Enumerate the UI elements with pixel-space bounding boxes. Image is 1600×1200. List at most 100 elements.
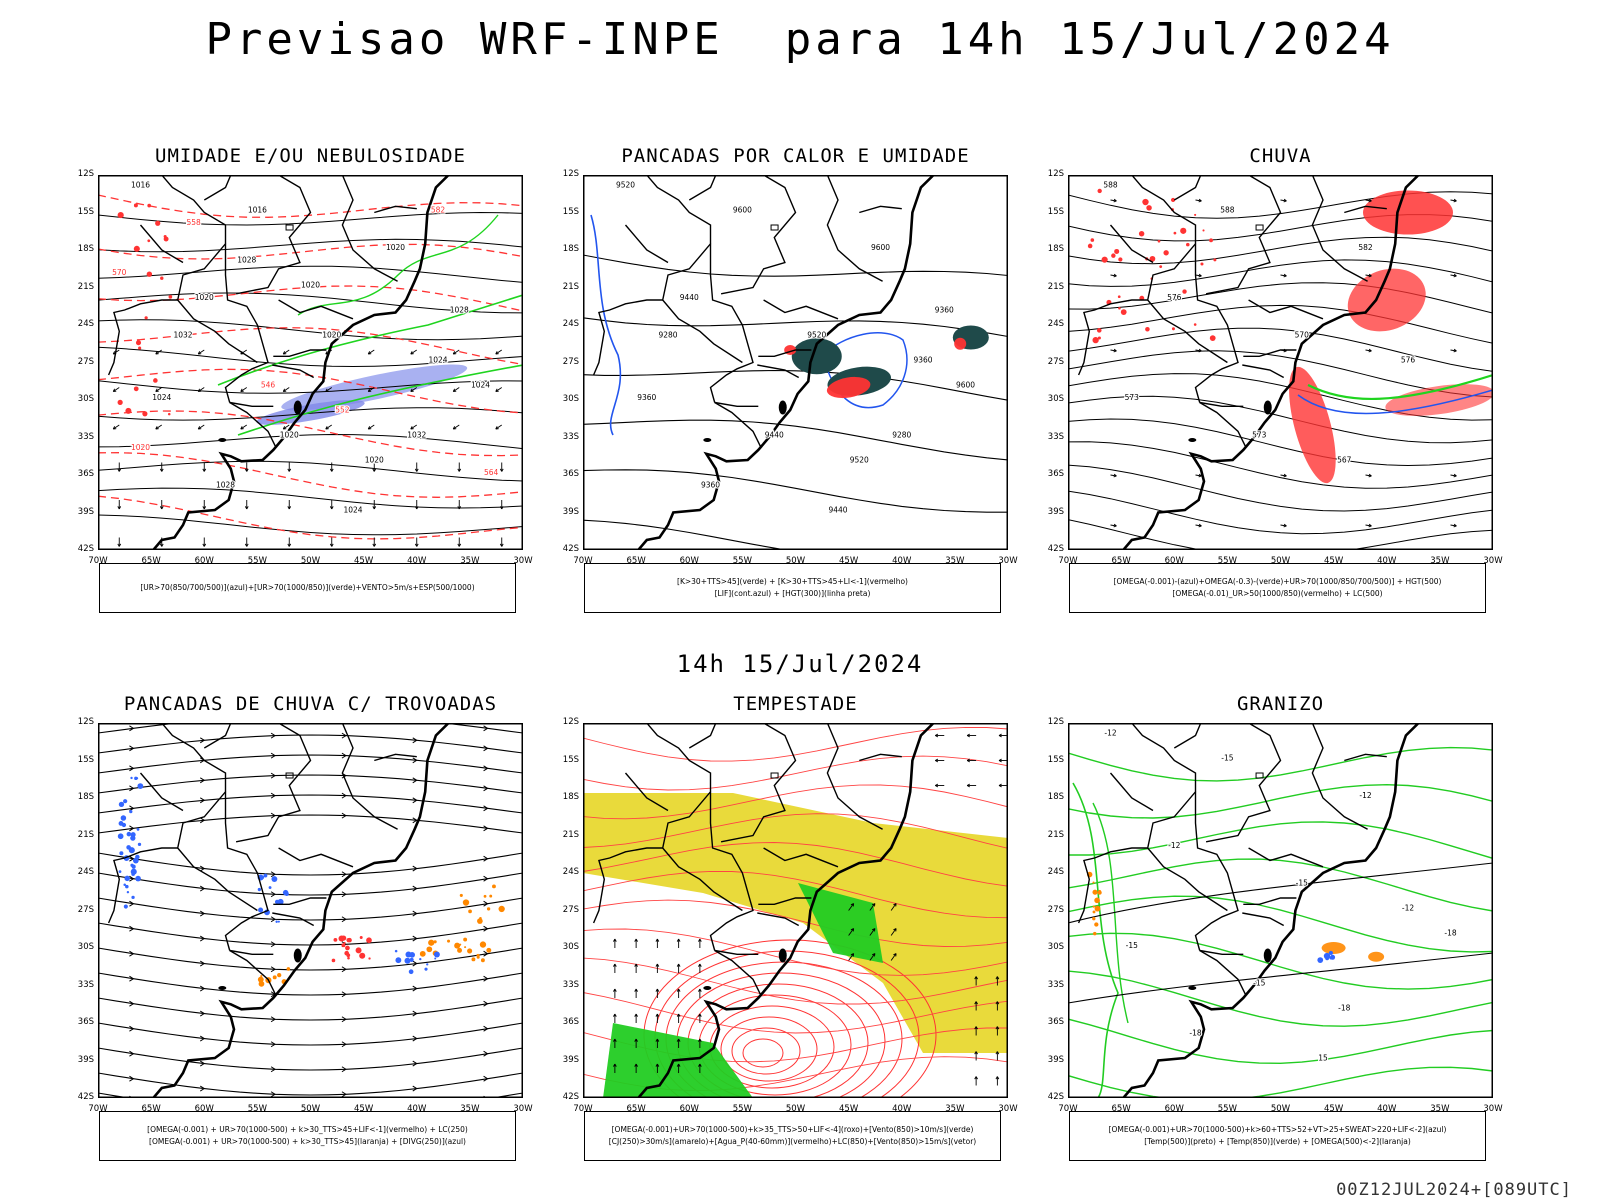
wind-vector bbox=[410, 349, 417, 355]
wind-vector bbox=[325, 388, 329, 392]
lat-tick-label: 21S bbox=[562, 829, 579, 840]
wind-vector bbox=[240, 388, 244, 392]
streamline-arrow bbox=[412, 737, 418, 744]
rain-red-speck bbox=[1118, 306, 1121, 310]
lat-tick-label: 24S bbox=[562, 867, 579, 877]
wind-vector bbox=[414, 468, 419, 472]
streamline-arrow bbox=[270, 1091, 277, 1098]
wind-vector bbox=[329, 506, 334, 510]
streamline-arrow bbox=[129, 900, 135, 907]
border-line bbox=[1243, 897, 1297, 906]
lc850-circle-contour bbox=[742, 1038, 784, 1068]
contour-label: -12 bbox=[1168, 841, 1180, 850]
lon-tick-label: 45W bbox=[354, 556, 374, 566]
border-line bbox=[720, 723, 797, 843]
divg-blue-speck bbox=[433, 951, 440, 958]
lake-mark bbox=[703, 438, 712, 442]
wind-vector bbox=[202, 506, 207, 510]
streamline-arrow bbox=[129, 725, 135, 732]
border-line bbox=[1109, 224, 1154, 264]
contour-label: -18 bbox=[1338, 1004, 1350, 1013]
temp500-contour bbox=[1068, 862, 1493, 924]
hgt500-contour bbox=[1068, 236, 1493, 265]
lat-tick-label: 42S bbox=[77, 1092, 94, 1102]
map-canvas bbox=[583, 723, 1008, 1098]
wind-vector bbox=[1283, 273, 1287, 278]
lat-tick-label: 21S bbox=[562, 281, 579, 292]
lat-tick-label: 21S bbox=[1047, 281, 1064, 292]
lc850-contour bbox=[583, 813, 1008, 849]
rain-red-speck bbox=[1186, 242, 1190, 247]
contour-label: 582 bbox=[1358, 243, 1373, 252]
wind-vector bbox=[1113, 348, 1117, 353]
border-line bbox=[1077, 175, 1197, 376]
divg-blue-speck bbox=[277, 920, 280, 923]
lat-tick-label: 18S bbox=[1047, 244, 1064, 254]
panel-legend: [UR>70(850/700/500)](azul)+[UR>70(1000/8… bbox=[99, 563, 516, 613]
wind-vector bbox=[495, 426, 499, 430]
wind-vector bbox=[282, 426, 287, 430]
storm-orange-speck bbox=[277, 972, 282, 978]
temp850-contour bbox=[1068, 821, 1493, 860]
storm-red-speck bbox=[333, 937, 338, 942]
border-line bbox=[1109, 772, 1154, 812]
wind-vector bbox=[499, 506, 504, 510]
wind-vector bbox=[1195, 274, 1202, 277]
rain-red-speck bbox=[1194, 213, 1197, 216]
wind-vector bbox=[457, 506, 462, 510]
lat-tick-label: 27S bbox=[77, 904, 94, 915]
lon-tick-label: 50W bbox=[1270, 1104, 1291, 1114]
temp850-contour bbox=[1068, 1018, 1493, 1065]
omega-orange-speck bbox=[1092, 889, 1098, 895]
contour-label: 9600 bbox=[871, 243, 890, 252]
lat-tick-label: 39S bbox=[77, 1054, 94, 1065]
pressure-contour bbox=[98, 407, 523, 421]
lake-mark bbox=[1255, 772, 1264, 779]
legend-line: [OMEGA(-0.001)+UR>70(1000-500)+k>60+TTS>… bbox=[1108, 1125, 1447, 1134]
omega-orange-speck bbox=[1097, 890, 1102, 895]
storm-orange-speck bbox=[483, 894, 487, 898]
omega-orange-speck bbox=[1094, 897, 1100, 904]
wind-vector bbox=[453, 387, 460, 392]
lc850-contour bbox=[583, 957, 1008, 1005]
wind-vector bbox=[414, 543, 419, 547]
wind-vector bbox=[1198, 473, 1202, 478]
streamline bbox=[98, 922, 523, 946]
omega-orange-speck bbox=[1094, 922, 1099, 927]
wind-vector bbox=[197, 426, 202, 430]
lat-tick-label: 39S bbox=[562, 1054, 579, 1065]
contour-label: 9360 bbox=[935, 306, 954, 315]
wind-vector bbox=[457, 468, 462, 472]
streamline-arrow bbox=[270, 941, 277, 948]
storm-orange-speck bbox=[258, 981, 265, 987]
border-line bbox=[688, 723, 717, 749]
wind-vector bbox=[1198, 273, 1202, 278]
divg-blue-speck bbox=[395, 957, 402, 964]
divg-blue-speck bbox=[117, 833, 124, 840]
contour-label: -12 bbox=[1402, 904, 1414, 913]
border-line bbox=[714, 401, 759, 408]
wind-vector bbox=[198, 424, 205, 430]
divg-blue-speck bbox=[277, 898, 284, 905]
lat-tick-label: 36S bbox=[1047, 469, 1064, 479]
wind-vector bbox=[1450, 474, 1457, 477]
map-layers: 588 588 582 576 570 576 573 573 567 bbox=[1068, 175, 1493, 550]
divg-blue-speck bbox=[124, 875, 130, 882]
streamline bbox=[98, 814, 523, 834]
wind-vector bbox=[995, 1001, 1000, 1005]
lake-mark bbox=[218, 438, 227, 442]
lat-tick-label: 24S bbox=[77, 867, 94, 877]
wind-vector bbox=[698, 938, 702, 942]
storm-red-speck bbox=[331, 958, 336, 963]
border-line bbox=[662, 847, 743, 912]
storm-orange-speck bbox=[477, 918, 483, 924]
thickness-contour bbox=[98, 327, 523, 366]
storm-orange-speck bbox=[476, 955, 480, 959]
wind-vector bbox=[698, 963, 702, 967]
contour-label: 15 bbox=[1318, 1054, 1328, 1063]
wind-vector bbox=[974, 976, 978, 980]
lon-tick-label: 45W bbox=[839, 556, 859, 566]
storm-orange-speck bbox=[447, 939, 451, 943]
panel-legend: [K>30+TTS>45](verde) + [K>30+TTS>45+LI<-… bbox=[584, 563, 1001, 613]
lc850-contour bbox=[583, 755, 1008, 791]
